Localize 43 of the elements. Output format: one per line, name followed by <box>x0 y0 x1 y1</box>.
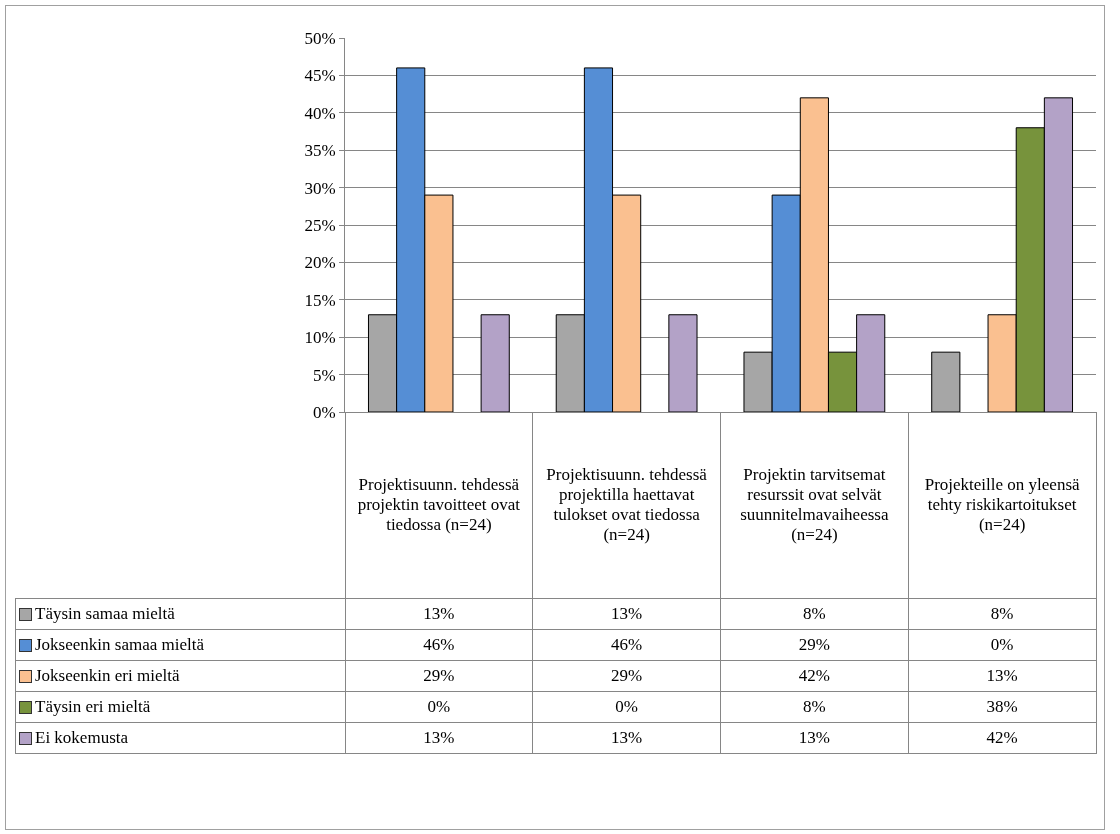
data-label: 8% <box>720 598 909 629</box>
x-tick-label: Projektisuunn. tehdessä projektilla haettavat tulokset ovat tiedossa (n=24) <box>532 412 721 598</box>
x-tick-label: Projektin tarvitsemat resurssit ovat selvät suunnitelmavaiheessa (n=24) <box>720 412 909 598</box>
data-label: 13% <box>908 660 1096 691</box>
data-label: 0% <box>532 691 721 722</box>
y-tick-label: 0% <box>312 402 336 422</box>
y-tick-label: 20% <box>304 253 336 273</box>
legend-label: Jokseenkin eri mieltä <box>35 665 180 685</box>
y-tick-label: 40% <box>304 103 336 123</box>
y-tick-label: 15% <box>304 290 336 310</box>
data-label: 29% <box>720 629 909 660</box>
data-label: 13% <box>345 598 533 629</box>
y-tick-label: 35% <box>304 141 336 161</box>
data-label: 8% <box>720 691 909 722</box>
data-label: 46% <box>532 629 721 660</box>
legend-label: Täysin samaa mieltä <box>35 603 175 623</box>
data-label: 13% <box>345 722 533 753</box>
x-tick-label: Projekteille on yleensä tehty riskikartoitukset (n=24) <box>908 412 1096 598</box>
legend-label: Ei kokemusta <box>35 727 129 747</box>
legend-label: Jokseenkin samaa mieltä <box>35 634 205 654</box>
y-tick-label: 50% <box>304 28 336 48</box>
bar <box>480 314 510 412</box>
data-label: 46% <box>345 629 533 660</box>
y-tick-label: 5% <box>312 365 336 385</box>
data-label: 0% <box>345 691 533 722</box>
y-tick-label: 10% <box>304 328 336 348</box>
data-label: 8% <box>908 598 1096 629</box>
data-label: 42% <box>720 660 909 691</box>
data-label: 38% <box>908 691 1096 722</box>
legend-label: Täysin eri mieltä <box>35 696 151 716</box>
data-label: 0% <box>908 629 1096 660</box>
bar <box>931 351 961 412</box>
y-tick-label: 45% <box>304 66 336 86</box>
y-tick-label: 25% <box>304 215 336 235</box>
data-label: 42% <box>908 722 1096 753</box>
x-tick-label: Projektisuunn. tehdessä projektin tavoitteet ovat tiedossa (n=24) <box>345 412 533 598</box>
data-label: 13% <box>532 722 721 753</box>
data-label: 13% <box>532 598 721 629</box>
data-label: 29% <box>532 660 721 691</box>
data-label: 29% <box>345 660 533 691</box>
data-label: 13% <box>720 722 909 753</box>
bar <box>668 314 698 412</box>
y-tick-label: 30% <box>304 178 336 198</box>
